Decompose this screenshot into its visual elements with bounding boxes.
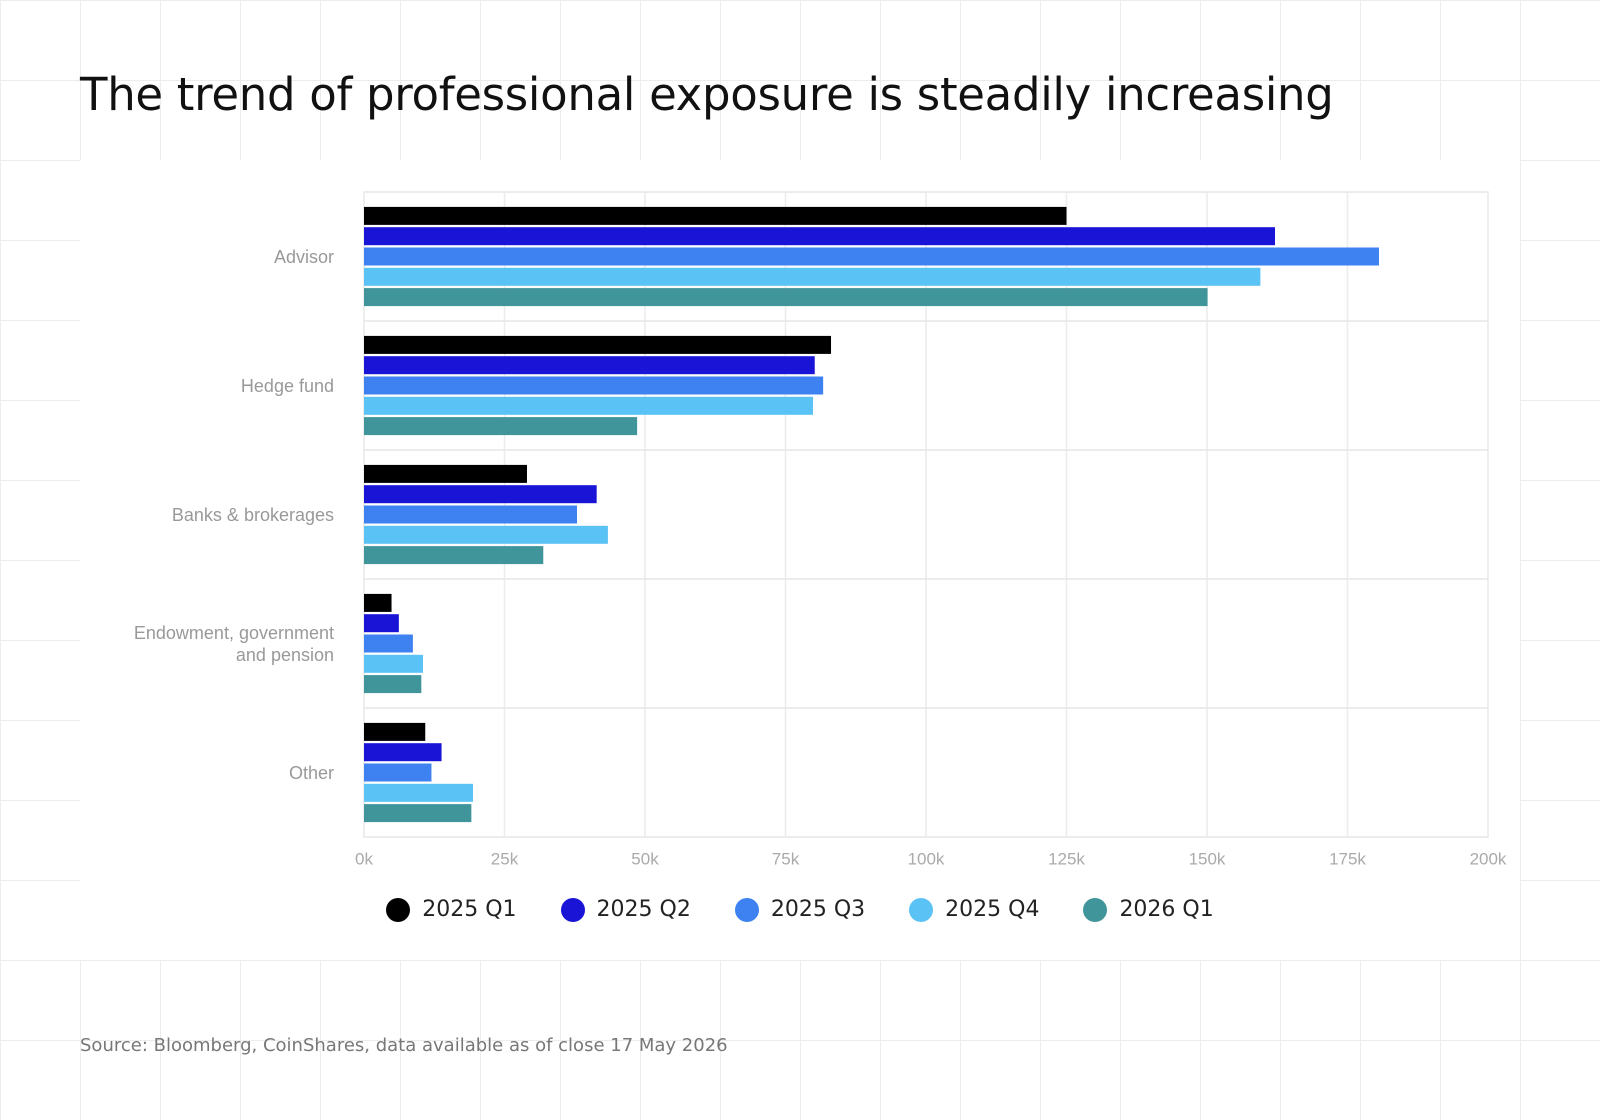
- x-tick-label: 175k: [1329, 849, 1366, 868]
- legend-label: 2025 Q3: [770, 897, 866, 922]
- x-tick-label: 0k: [355, 849, 373, 868]
- y-tick-label: Other: [288, 762, 334, 783]
- source-note: Source: Bloomberg, CoinShares, data avai…: [80, 1035, 728, 1056]
- legend-item: 2025 Q3: [734, 897, 866, 922]
- legend-swatch: [560, 897, 585, 922]
- y-tick-label: Hedge fund: [240, 375, 334, 396]
- bar: [364, 485, 597, 504]
- chart-title: The trend of professional exposure is st…: [80, 68, 1334, 121]
- x-tick-label: 25k: [491, 849, 519, 868]
- bar: [364, 288, 1208, 307]
- bar: [364, 247, 1379, 266]
- x-tick-label: 50k: [631, 849, 659, 868]
- legend-label: 2025 Q2: [596, 897, 691, 922]
- x-tick-label: 150k: [1189, 849, 1226, 868]
- bar: [364, 464, 527, 483]
- legend-item: 2025 Q2: [560, 897, 691, 922]
- bar: [364, 593, 392, 612]
- legend-item: 2025 Q4: [909, 897, 1039, 922]
- x-tick-label: 125k: [1048, 849, 1085, 868]
- legend: 2025 Q1 2025 Q2 2025 Q3 2025 Q4 2026 Q1: [0, 897, 1600, 922]
- bar: [364, 614, 399, 633]
- bar: [364, 525, 608, 544]
- x-tick-label: 100k: [908, 849, 945, 868]
- y-tick-label: Advisor: [273, 246, 334, 267]
- y-tick-label: Banks & brokerages: [171, 504, 334, 525]
- bar: [364, 546, 544, 565]
- bar: [364, 376, 824, 395]
- bar: [364, 654, 424, 673]
- legend-item: 2025 Q1: [386, 897, 517, 922]
- legend-label: 2026 Q1: [1119, 897, 1214, 922]
- bar: [364, 206, 1067, 225]
- y-tick-label: Endowment, government and pension: [133, 622, 334, 665]
- legend-swatch: [1083, 897, 1108, 922]
- legend-label: 2025 Q4: [945, 897, 1040, 922]
- bar: [364, 804, 472, 823]
- x-tick-label: 75k: [772, 849, 800, 868]
- legend-swatch: [386, 897, 411, 922]
- bar: [364, 356, 815, 375]
- bar: [364, 722, 426, 741]
- bar: [364, 267, 1261, 286]
- bar: [364, 675, 422, 694]
- bar: [364, 743, 442, 762]
- bar: [364, 783, 474, 802]
- legend-swatch: [734, 897, 759, 922]
- bar: [364, 335, 832, 354]
- bar: [364, 634, 413, 653]
- legend-label: 2025 Q1: [422, 897, 517, 922]
- bar: [364, 396, 814, 415]
- bar: [364, 505, 577, 524]
- x-tick-label: 200k: [1470, 849, 1507, 868]
- bar: [364, 417, 638, 436]
- legend-item: 2026 Q1: [1083, 897, 1214, 922]
- legend-swatch: [909, 897, 934, 922]
- bar: [364, 227, 1276, 246]
- bar: [364, 763, 432, 782]
